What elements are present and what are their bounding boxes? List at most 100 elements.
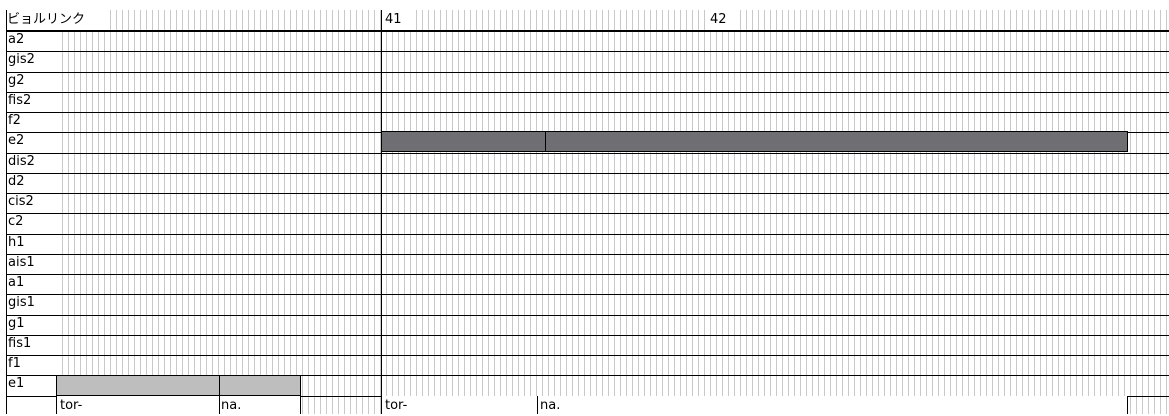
grid-line — [212, 10, 213, 414]
grid-line — [572, 10, 573, 414]
lyric-tor[interactable]: tor- — [60, 398, 83, 413]
grid-line — [566, 10, 567, 414]
grid-line — [656, 10, 657, 414]
grid-line — [392, 10, 393, 414]
grid-line — [1148, 10, 1149, 414]
lyric-lane-start — [56, 394, 57, 414]
measure-number-42: 42 — [710, 12, 727, 27]
pitch-label: a2 — [8, 32, 25, 47]
grid-line — [482, 10, 483, 414]
grid-line — [734, 10, 735, 414]
grid-line — [578, 10, 579, 414]
note-e2-2[interactable] — [545, 131, 1128, 152]
row-line — [6, 274, 1169, 275]
grid-line — [986, 10, 987, 414]
grid-line — [1016, 10, 1017, 414]
grid-line — [896, 10, 897, 414]
grid-line — [902, 10, 903, 414]
grid-line — [944, 10, 945, 414]
grid-line — [152, 10, 153, 414]
note-e1-2[interactable] — [219, 375, 301, 396]
grid-line — [998, 10, 999, 414]
grid-line — [632, 10, 633, 414]
grid-line — [368, 10, 369, 414]
grid-line — [806, 10, 807, 414]
grid-line — [884, 10, 885, 414]
grid-line — [1034, 10, 1035, 414]
grid-line — [302, 10, 303, 414]
grid-line — [1046, 10, 1047, 414]
grid-line — [200, 10, 201, 414]
grid-line — [518, 10, 519, 414]
pitch-label: ais1 — [8, 254, 35, 270]
grid-line — [116, 10, 117, 414]
grid-line — [380, 10, 381, 414]
grid-line — [638, 10, 639, 414]
grid-line — [716, 10, 717, 414]
grid-line — [1100, 10, 1101, 414]
pitch-label: h1 — [8, 234, 25, 250]
grid-line — [704, 10, 705, 414]
grid-line — [812, 10, 813, 414]
grid-line — [1010, 10, 1011, 414]
grid-line — [308, 10, 309, 414]
grid-line — [710, 10, 711, 414]
row-line — [6, 173, 1169, 174]
grid-line — [560, 10, 561, 414]
grid-line — [1004, 10, 1005, 414]
grid-line — [758, 10, 759, 414]
grid-line — [590, 10, 591, 414]
pitch-label: a1 — [8, 275, 25, 290]
grid-line — [1112, 10, 1113, 414]
grid-line — [554, 10, 555, 414]
grid-line — [524, 10, 525, 414]
lyric-divider — [537, 396, 538, 414]
grid-line — [80, 10, 81, 414]
row-line — [6, 254, 1169, 255]
grid-line — [848, 10, 849, 414]
note-e2-1[interactable] — [381, 131, 546, 152]
grid-line — [284, 10, 285, 414]
grid-line — [608, 10, 609, 414]
lyric-na[interactable]: na. — [221, 398, 242, 413]
grid-line — [398, 10, 399, 414]
grid-line — [644, 10, 645, 414]
grid-line — [1130, 10, 1131, 414]
grid-line — [1040, 10, 1041, 414]
note-e1-1[interactable] — [56, 375, 220, 396]
grid-line — [86, 10, 87, 414]
grid-line — [350, 10, 351, 414]
lyric-tor[interactable]: tor- — [385, 398, 408, 413]
grid-line — [680, 10, 681, 414]
grid-line — [356, 10, 357, 414]
grid-line — [494, 10, 495, 414]
row-line — [6, 315, 1169, 316]
grid-line — [128, 10, 129, 414]
grid-line — [662, 10, 663, 414]
grid-line — [1166, 10, 1167, 414]
grid-line — [1082, 10, 1083, 414]
grid-line — [314, 10, 315, 414]
grid-line — [782, 10, 783, 414]
lyric-na[interactable]: na. — [540, 398, 561, 413]
grid-line — [818, 10, 819, 414]
measure-mask — [707, 10, 737, 30]
grid-line — [188, 10, 189, 414]
grid-line — [230, 10, 231, 414]
grid-line — [362, 10, 363, 414]
pitch-label: c2 — [8, 214, 24, 230]
grid-line — [272, 10, 273, 414]
grid-line — [140, 10, 141, 414]
grid-line — [992, 10, 993, 414]
grid-line — [1028, 10, 1029, 414]
grid-line — [410, 10, 411, 414]
pitch-label: fis2 — [8, 92, 32, 108]
grid-line — [404, 10, 405, 414]
grid-line — [476, 10, 477, 414]
row-line — [6, 335, 1169, 336]
grid-line — [470, 10, 471, 414]
row-line — [6, 294, 1169, 295]
pitch-label: dis2 — [8, 153, 35, 169]
grid-line — [932, 10, 933, 414]
